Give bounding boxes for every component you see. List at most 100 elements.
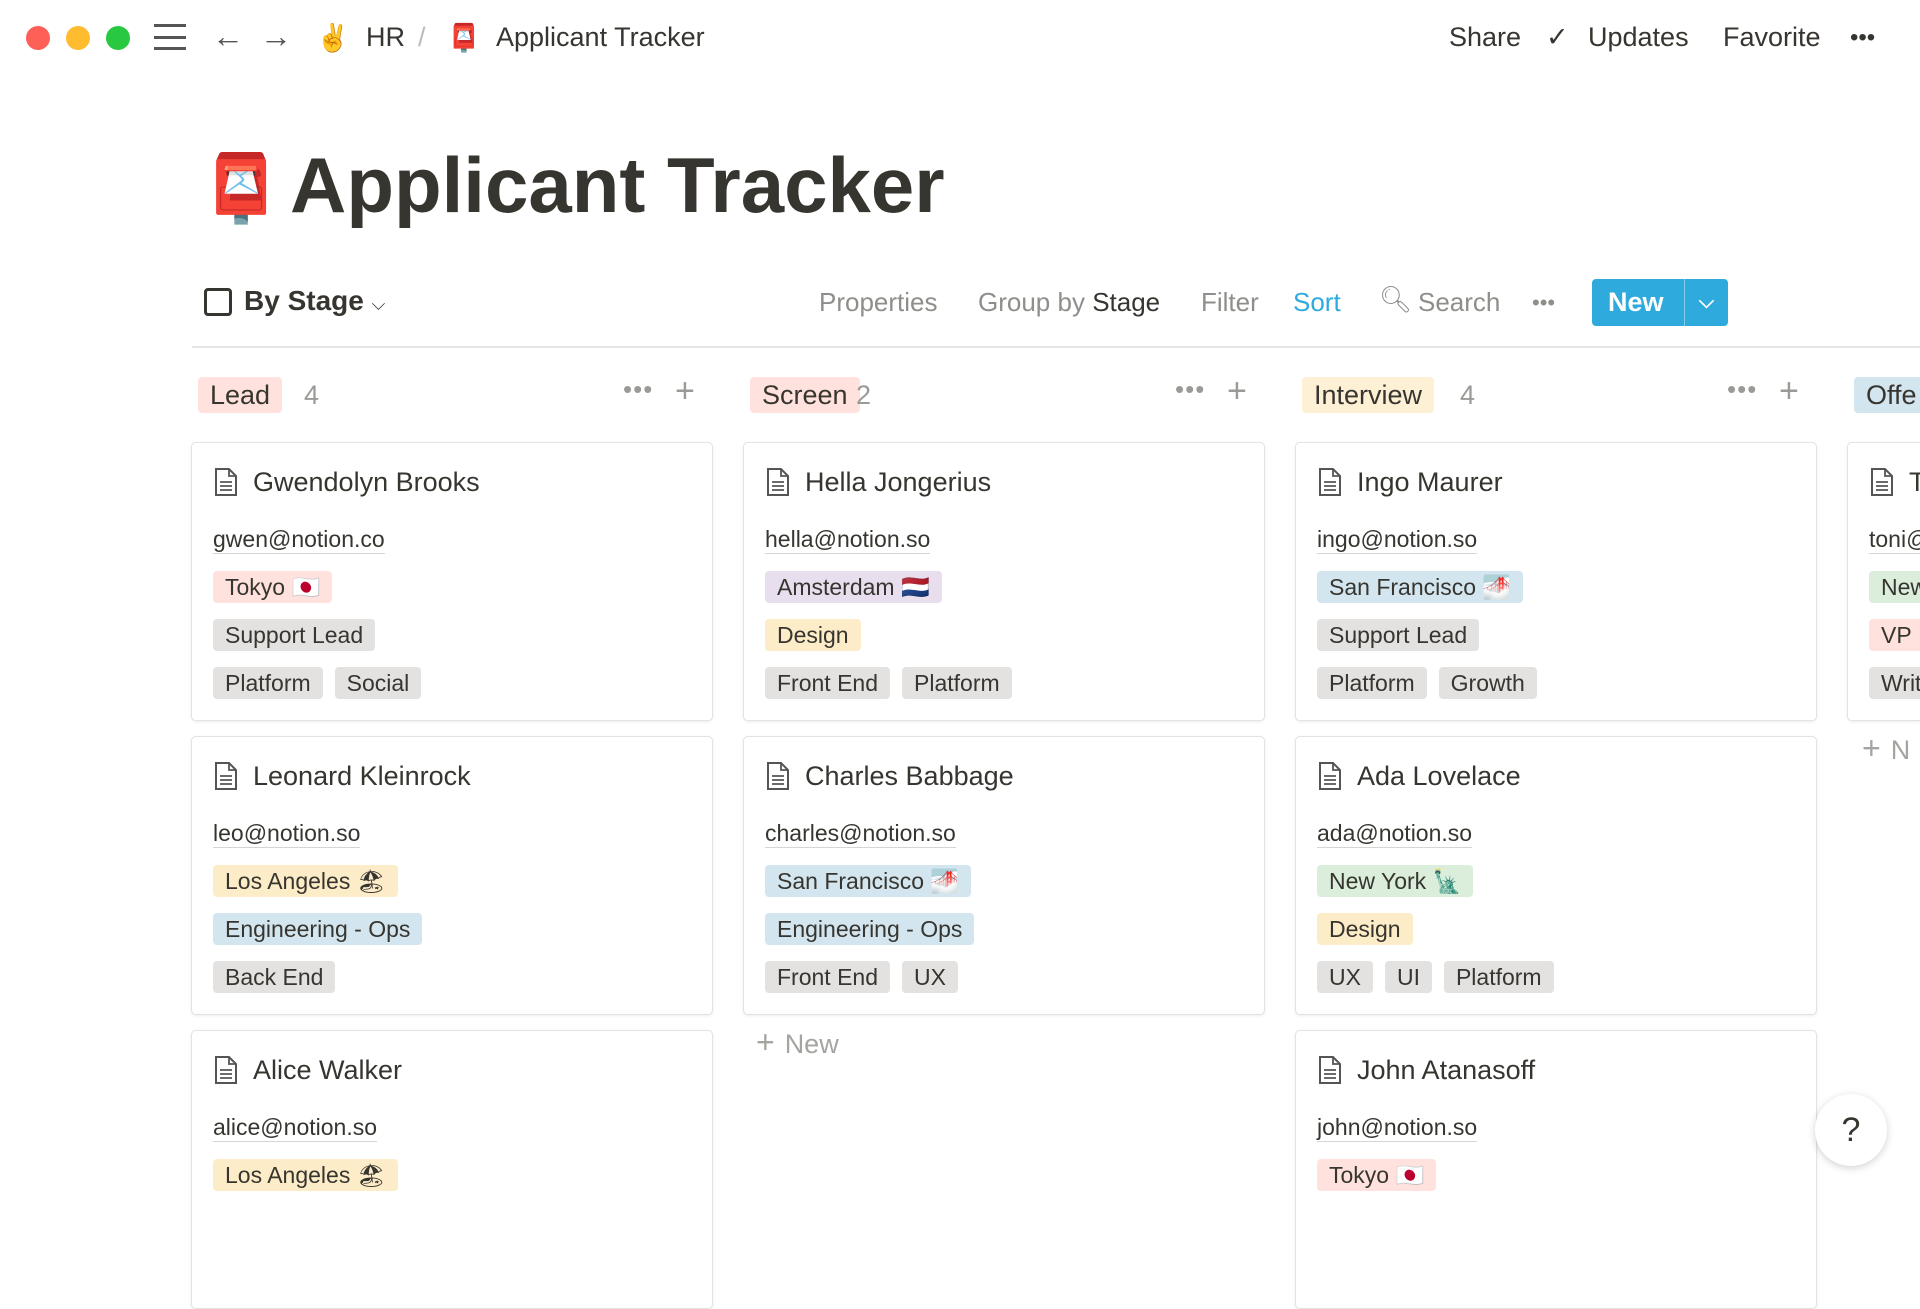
applicant-card[interactable]: Ada Lovelace ada@notion.so New York 🗽 Desig… <box>1295 736 1817 1015</box>
minimize-window-button[interactable] <box>66 26 90 50</box>
tag-row: San Francisco 🌁 <box>765 865 972 897</box>
applicant-name[interactable]: Gwendolyn Brooks <box>253 467 480 497</box>
victory-hand-icon: ✌️ <box>316 23 350 53</box>
property-tag: UX <box>1317 961 1373 993</box>
postbox-icon[interactable]: 📮 <box>200 151 283 225</box>
applicant-name[interactable]: T <box>1909 467 1920 498</box>
group-tag[interactable]: Lead <box>198 377 283 413</box>
close-window-button[interactable] <box>26 26 50 50</box>
search-button[interactable]: Search <box>1418 287 1501 317</box>
applicant-card[interactable]: Alice Walker alice@notion.so Los Angeles 🏖 <box>191 1030 713 1309</box>
help-button[interactable]: ? <box>1815 1094 1887 1166</box>
applicant-card[interactable]: Hella Jongerius hella@notion.so Amsterdam … <box>743 442 1265 721</box>
applicant-email[interactable]: leo@notion.so <box>213 820 361 848</box>
tag-row: Tokyo 🇯🇵 <box>1317 1159 1437 1191</box>
menu-icon[interactable] <box>154 24 186 50</box>
tag-row: Platform Growth <box>1317 667 1537 699</box>
more-options-button[interactable]: ••• <box>1850 24 1876 51</box>
new-button[interactable]: New ⌵ <box>1592 279 1728 326</box>
applicant-email[interactable]: ada@notion.so <box>1317 820 1473 848</box>
new-dropdown-chevron-icon[interactable]: ⌵ <box>1684 279 1728 326</box>
applicant-name[interactable]: Leonard Kleinrock <box>253 761 471 791</box>
toolbar-more-button[interactable]: ••• <box>1532 290 1556 315</box>
tag-row: Design <box>1317 913 1413 945</box>
breadcrumb-page[interactable]: Applicant Tracker <box>496 22 705 52</box>
page-icon <box>214 761 238 791</box>
favorite-button[interactable]: Favorite <box>1723 22 1821 52</box>
tag-row: Front End UX <box>765 961 958 993</box>
group-by-label: Group by <box>978 287 1085 317</box>
property-tag: Support Lead <box>213 619 376 651</box>
property-tag: Social <box>334 667 422 699</box>
property-tag: San Francisco 🌁 <box>1317 571 1524 603</box>
applicant-name[interactable]: John Atanasoff <box>1357 1055 1536 1085</box>
group-by-button[interactable]: Group by Stage <box>978 287 1160 318</box>
property-tag: Design <box>1317 913 1413 945</box>
applicant-card[interactable]: Ingo Maurer ingo@notion.so San Francisco 🌁… <box>1295 442 1817 721</box>
board-view-icon <box>204 288 232 316</box>
add-new-card-button[interactable]: + New <box>756 1024 839 1061</box>
group-tag[interactable]: Interview <box>1302 377 1435 413</box>
applicant-email[interactable]: gwen@notion.co <box>213 526 385 554</box>
group-more-button[interactable]: ••• <box>1727 374 1758 404</box>
applicant-name[interactable]: Ada Lovelace <box>1357 761 1521 791</box>
tag-row: UX UI Platform <box>1317 961 1554 993</box>
page-icon <box>1318 467 1342 497</box>
postbox-icon: 📮 <box>447 23 481 53</box>
property-tag: San Francisco 🌁 <box>765 865 972 897</box>
applicant-email[interactable]: alice@notion.so <box>213 1114 377 1142</box>
applicant-email[interactable]: hella@notion.so <box>765 526 931 554</box>
breadcrumb-hr[interactable]: HR <box>366 22 405 52</box>
property-tag: Los Angeles 🏖 <box>213 1159 398 1191</box>
applicant-name[interactable]: Hella Jongerius <box>805 467 992 497</box>
updates-button[interactable]: Updates <box>1588 22 1689 52</box>
group-tag[interactable]: Screen <box>750 377 860 413</box>
share-button[interactable]: Share <box>1449 22 1522 52</box>
applicant-name[interactable]: Ingo Maurer <box>1357 467 1503 497</box>
applicant-card[interactable]: Ttoni@ New VP Writ <box>1847 442 1920 721</box>
applicant-email[interactable]: john@notion.so <box>1317 1114 1478 1142</box>
group-more-button[interactable]: ••• <box>1175 374 1206 404</box>
forward-arrow-icon[interactable]: → <box>260 18 292 54</box>
group-tag[interactable]: Offe <box>1854 377 1920 413</box>
view-name: By Stage <box>244 285 364 316</box>
tag-row: Tokyo 🇯🇵 <box>213 571 333 603</box>
back-arrow-icon[interactable]: ← <box>212 18 244 54</box>
applicant-card[interactable]: Gwendolyn Brooks gwen@notion.co Tokyo 🇯🇵 Su… <box>191 442 713 721</box>
property-tag: Support Lead <box>1317 619 1480 651</box>
properties-button[interactable]: Properties <box>819 287 938 317</box>
group-add-button[interactable]: + <box>1227 372 1247 410</box>
page-title[interactable]: Applicant Tracker <box>290 141 945 229</box>
filter-button[interactable]: Filter <box>1201 287 1259 317</box>
add-new-card-button[interactable]: + N <box>1862 730 1910 767</box>
applicant-email[interactable]: toni@ <box>1869 525 1920 554</box>
tag-row: Engineering - Ops <box>765 913 975 945</box>
property-tag: Front End <box>765 961 890 993</box>
applicant-card[interactable]: Leonard Kleinrock leo@notion.so Los Angele… <box>191 736 713 1015</box>
add-new-label: N <box>1890 735 1911 765</box>
group-add-button[interactable]: + <box>1779 372 1799 410</box>
applicant-name[interactable]: Alice Walker <box>253 1055 403 1085</box>
tag-row: Los Angeles 🏖 <box>213 865 398 897</box>
applicant-email[interactable]: charles@notion.so <box>765 820 956 848</box>
property-tag: Design <box>765 619 861 651</box>
group-more-button[interactable]: ••• <box>623 374 654 404</box>
toolbar-divider <box>192 346 1920 348</box>
sort-button[interactable]: Sort <box>1293 287 1341 317</box>
view-selector[interactable]: By Stage ⌵ <box>244 285 385 317</box>
maximize-window-button[interactable] <box>106 26 130 50</box>
checkmark-icon: ✓ <box>1546 22 1569 52</box>
applicant-card[interactable]: Charles Babbage charles@notion.so San Fran… <box>743 736 1265 1015</box>
property-tag: Engineering - Ops <box>765 913 975 945</box>
tag-row: Support Lead <box>213 619 376 651</box>
tag-row: Amsterdam 🇳🇱 <box>765 571 942 603</box>
property-tag: VP <box>1869 619 1920 651</box>
applicant-name[interactable]: Charles Babbage <box>805 761 1014 791</box>
applicant-email[interactable]: ingo@notion.so <box>1317 526 1478 554</box>
tag-row: Support Lead <box>1317 619 1480 651</box>
applicant-card[interactable]: John Atanasoff john@notion.so Tokyo 🇯🇵 <box>1295 1030 1817 1309</box>
group-count: 2 <box>856 380 872 410</box>
tag-row: Writ <box>1869 667 1920 699</box>
page-icon <box>1318 761 1342 791</box>
group-add-button[interactable]: + <box>675 372 695 410</box>
